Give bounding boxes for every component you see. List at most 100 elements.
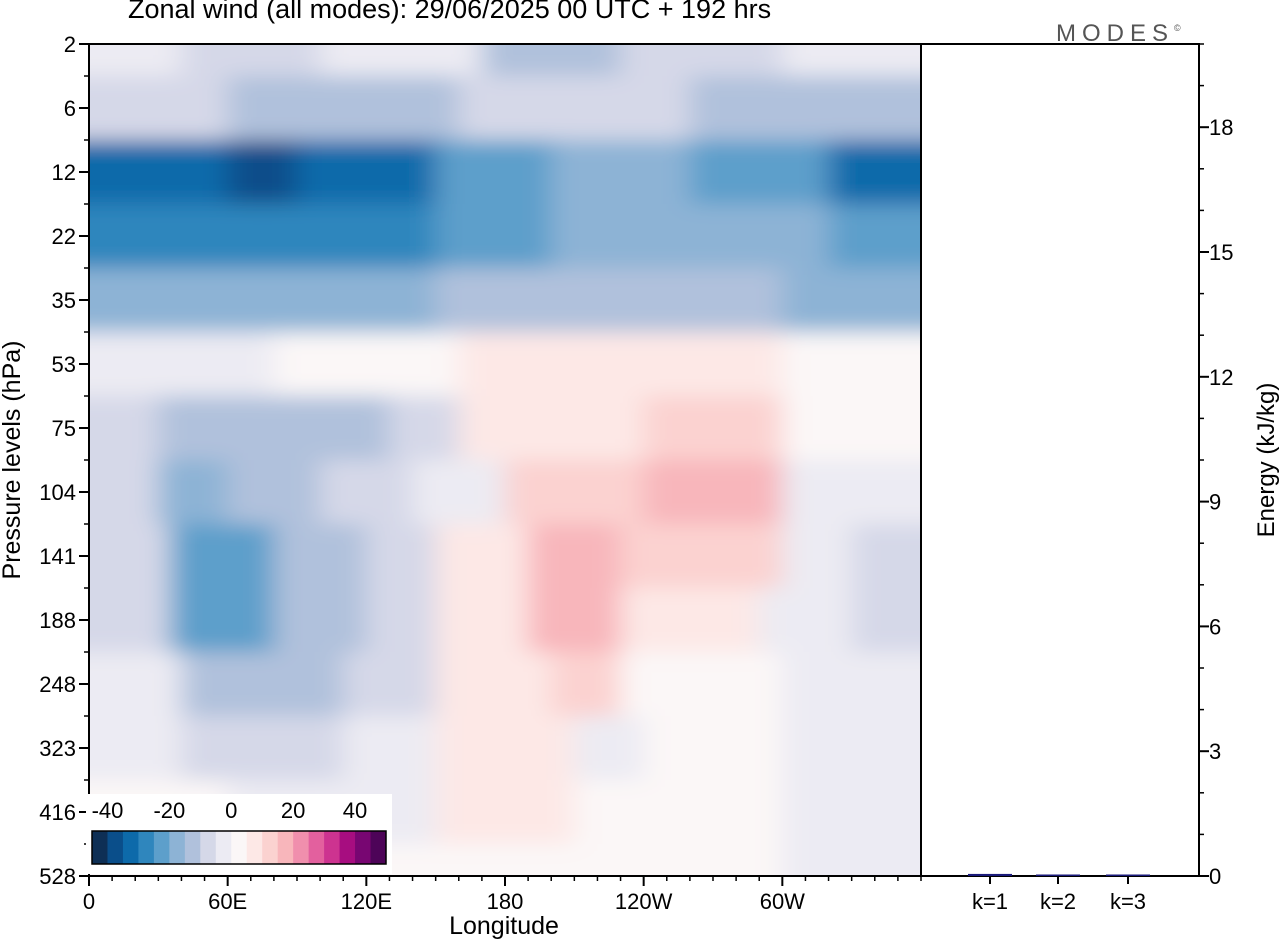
- x-axis-label: Longitude: [449, 912, 559, 940]
- heatmap-cell: [435, 268, 784, 333]
- heatmap-cell: [528, 524, 622, 589]
- heatmap-cell: [782, 44, 921, 77]
- colorbar-swatch: [246, 831, 263, 864]
- heatmap-cell: [620, 588, 761, 653]
- heatmap-cell: [227, 76, 460, 141]
- energy-category-label: k=2: [1040, 889, 1076, 914]
- energy-tick-label: 0: [1209, 864, 1221, 889]
- colorbar-swatch: [184, 831, 201, 864]
- heatmap-cell: [227, 140, 298, 205]
- modes-logo: MODES©: [1056, 20, 1181, 47]
- colorbar-tick-label: 20: [281, 798, 305, 823]
- y-axis-label: Pressure levels (hPa): [0, 341, 26, 580]
- colorbar-swatch: [153, 831, 170, 864]
- energy-axis-label: Energy (kJ/kg): [1253, 383, 1280, 538]
- heatmap-cell: [158, 396, 391, 461]
- colorbar-tick-label: 0: [225, 798, 237, 823]
- heatmap-cell: [158, 460, 229, 525]
- heatmap-cell: [435, 780, 576, 845]
- heatmap-cell: [851, 524, 921, 589]
- heatmap-cell: [343, 716, 437, 781]
- heatmap-cell: [273, 588, 368, 653]
- heatmap-cell: [689, 140, 830, 205]
- colorbar-swatch: [308, 831, 325, 864]
- y-tick-label: 141: [39, 544, 76, 569]
- y-tick-label: 188: [39, 608, 76, 633]
- heatmap-cell: [551, 140, 691, 205]
- heatmap-cell: [435, 652, 553, 717]
- heatmap-cell: [620, 44, 784, 77]
- heatmap-cell: [89, 460, 160, 525]
- colorbar-swatch: [215, 831, 232, 864]
- heatmap-cell: [574, 780, 784, 845]
- colorbar-swatch: [200, 831, 217, 864]
- energy-tick-label: 9: [1209, 490, 1221, 515]
- colorbar-frame: [91, 830, 387, 865]
- energy-category-label: k=1: [972, 889, 1008, 914]
- colorbar-swatch: [92, 831, 108, 864]
- y-tick-label: 12: [52, 160, 76, 185]
- heatmap-cell: [389, 396, 460, 461]
- heatmap-cell: [828, 204, 921, 269]
- y-tick-label: 75: [52, 416, 76, 441]
- colorbar-swatch: [339, 831, 356, 864]
- heatmap-cell: [89, 76, 229, 141]
- heatmap-cell: [89, 140, 229, 205]
- colorbar-swatch: [370, 831, 387, 864]
- heatmap-cell: [828, 140, 921, 205]
- heatmap-cell: [851, 588, 921, 653]
- heatmap-cell: [782, 396, 921, 461]
- heatmap-cell: [782, 460, 921, 525]
- colorbar-swatch: [355, 831, 372, 864]
- heatmap-cell: [643, 716, 784, 781]
- colorbar: -40 -20 0 20 40: [86, 794, 392, 874]
- x-tick-label: 120E: [341, 889, 392, 914]
- heatmap-cell: [89, 652, 183, 717]
- heatmap-cell: [782, 652, 921, 717]
- colorbar-tick-label: 40: [343, 798, 367, 823]
- colorbar-swatch: [231, 831, 248, 864]
- heatmap-cell: [412, 460, 506, 525]
- x-tick-label: 0: [83, 889, 95, 914]
- y-tick-label: 416: [39, 800, 76, 825]
- heatmap-cell: [782, 332, 921, 397]
- heatmap-cell: [505, 460, 645, 525]
- colorbar-swatch: [107, 831, 124, 864]
- colorbar-tick-label: -20: [153, 798, 185, 823]
- heatmap-cell: [782, 716, 921, 781]
- y-tick-label: 2: [64, 32, 76, 57]
- heatmap-cell: [782, 268, 921, 333]
- heatmap-cell: [169, 524, 275, 589]
- y-tick-label: 6: [64, 96, 76, 121]
- energy-axis: 0 3 6 9 12 15 18: [1199, 43, 1233, 889]
- colorbar-swatch: [169, 831, 186, 864]
- energy-category-label: k=3: [1110, 889, 1146, 914]
- colorbar-swatch: [324, 831, 341, 864]
- energy-bar: [1106, 874, 1150, 876]
- pressure-axis: 2 6 12 22 35 53 75 104 141 188 248 323 416 528: [39, 32, 89, 889]
- heatmap-cell: [435, 716, 576, 781]
- heatmap-cell: [366, 524, 437, 589]
- heatmap-cell: [458, 76, 691, 141]
- heatmap-cell: [320, 460, 414, 525]
- heatmap-cell: [782, 780, 921, 845]
- y-tick-label: 248: [39, 672, 76, 697]
- heatmap-cell: [366, 588, 437, 653]
- energy-panel-frame: [920, 43, 1200, 877]
- heatmap-cell: [435, 204, 553, 269]
- y-tick-label: 104: [39, 480, 76, 505]
- heatmap-cell: [343, 652, 437, 717]
- heatmap-cell: [435, 844, 784, 876]
- energy-tick-label: 3: [1209, 739, 1221, 764]
- heatmap-cell: [181, 652, 345, 717]
- heatmap-cell: [181, 716, 345, 781]
- heatmap-cell: [759, 588, 853, 653]
- heatmap-cell: [458, 332, 784, 397]
- x-tick-label: 60W: [760, 889, 805, 914]
- y-tick-label: 53: [52, 352, 76, 377]
- colorbar-tick-label: -40: [92, 798, 124, 823]
- heatmap-field: [89, 44, 921, 876]
- heatmap-cell: [458, 396, 645, 461]
- energy-tick-label: 15: [1209, 240, 1233, 265]
